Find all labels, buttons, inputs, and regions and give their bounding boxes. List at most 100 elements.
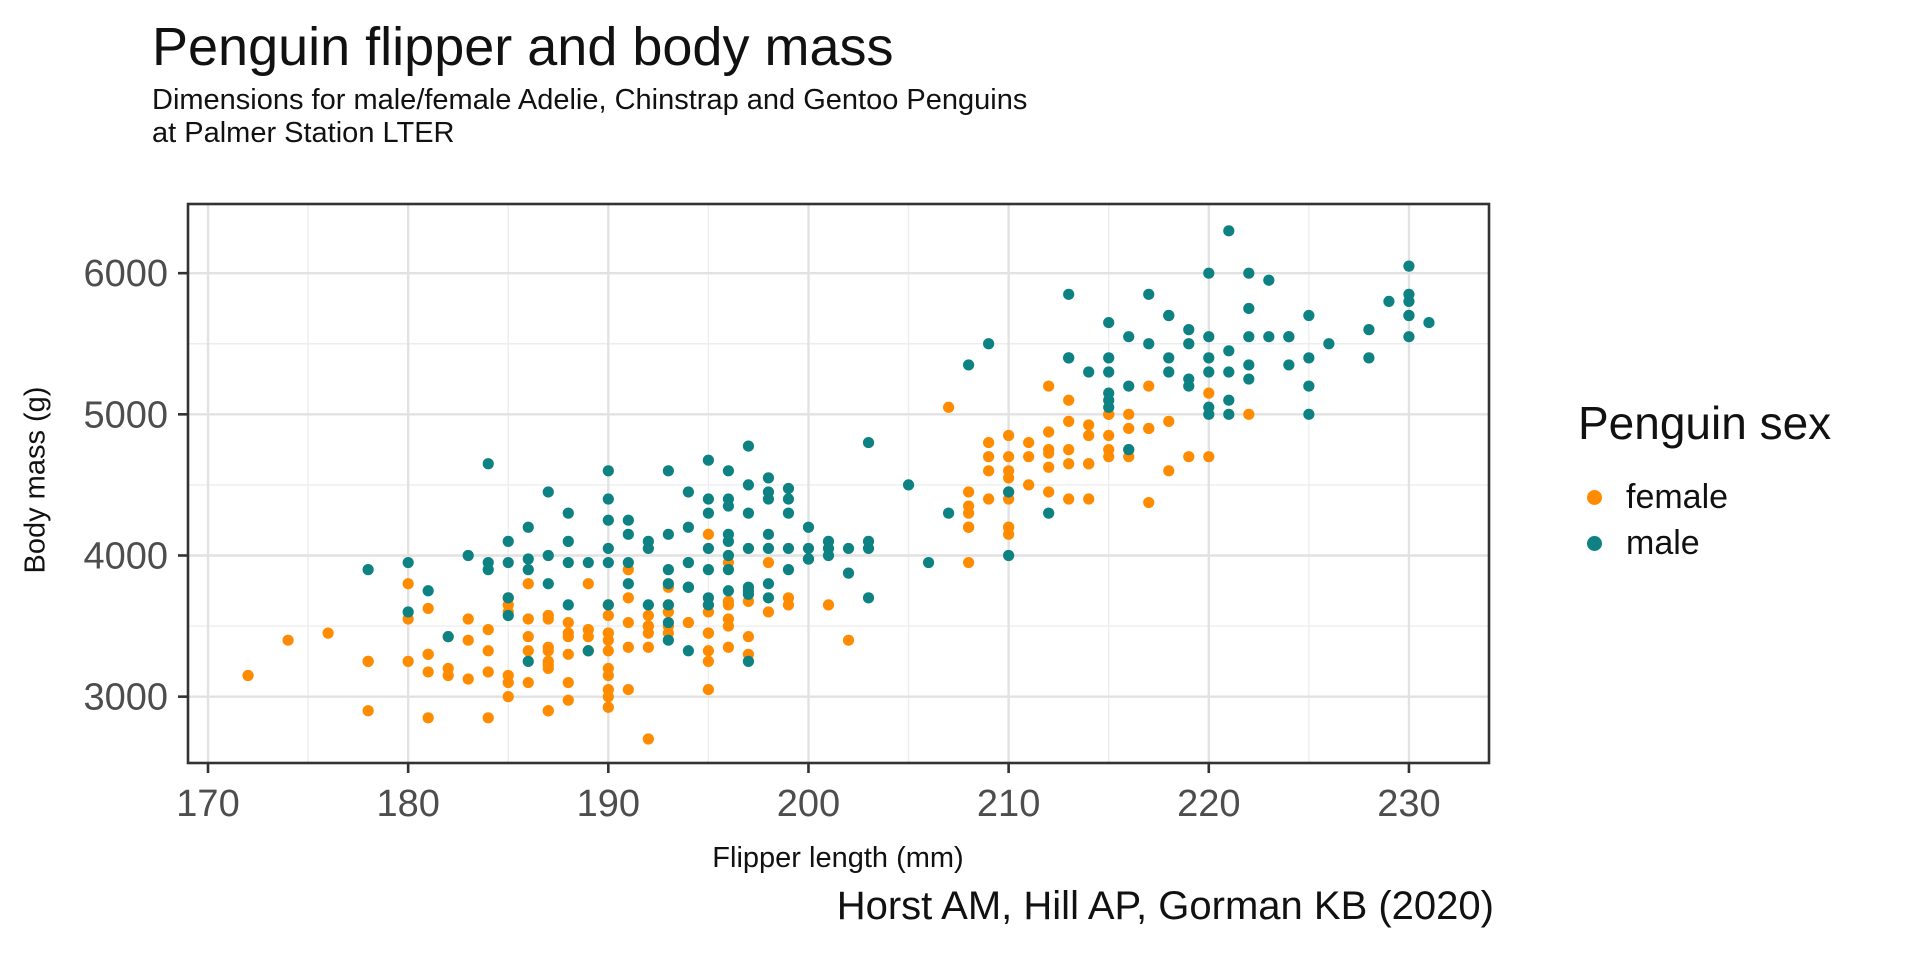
data-point-female xyxy=(502,669,514,682)
data-point-male xyxy=(862,436,875,449)
female-swatch-icon xyxy=(1587,489,1602,505)
data-point-male xyxy=(1303,309,1315,322)
panel-border xyxy=(186,202,1491,765)
data-point-female xyxy=(602,634,614,646)
data-point-female xyxy=(1123,408,1135,420)
data-point-female xyxy=(682,616,694,629)
data-point-female xyxy=(402,655,414,667)
data-point-male xyxy=(1043,507,1055,519)
data-point-male xyxy=(522,655,534,667)
data-point-female xyxy=(542,705,554,717)
data-point-female xyxy=(702,627,715,639)
data-point-female xyxy=(462,613,474,625)
data-point-male xyxy=(1363,352,1375,364)
data-point-male xyxy=(1303,352,1315,364)
data-point-male xyxy=(1403,331,1415,343)
data-point-male xyxy=(762,592,775,604)
data-point-male xyxy=(862,592,875,604)
data-point-male xyxy=(762,472,775,484)
data-point-female xyxy=(242,669,254,682)
data-point-male xyxy=(622,578,634,590)
data-point-male xyxy=(422,585,434,597)
data-point-male xyxy=(1223,345,1235,357)
y-tick-label: 5000 xyxy=(83,394,168,436)
data-point-male xyxy=(1243,359,1255,371)
data-point-male xyxy=(782,564,795,576)
data-point-female xyxy=(1203,451,1215,463)
data-point-male xyxy=(1243,373,1255,385)
data-point-male xyxy=(802,542,815,555)
data-point-male xyxy=(1223,394,1235,406)
data-point-female xyxy=(1043,444,1055,456)
data-point-female xyxy=(1063,394,1075,406)
data-point-female xyxy=(482,712,494,724)
legend-item-female: female xyxy=(1578,474,1831,520)
data-point-male xyxy=(742,507,755,519)
data-point-female xyxy=(362,655,374,667)
data-point-female xyxy=(1243,408,1255,420)
data-point-female xyxy=(1063,458,1075,470)
data-point-female xyxy=(622,683,634,696)
data-point-male xyxy=(1203,366,1215,378)
data-point-male xyxy=(1003,486,1015,498)
data-point-female xyxy=(702,683,715,696)
data-point-male xyxy=(602,514,614,526)
data-point-male xyxy=(1123,380,1135,392)
data-point-male xyxy=(1263,331,1275,343)
data-point-female xyxy=(1083,458,1095,470)
data-point-female xyxy=(983,436,995,449)
data-point-male xyxy=(702,507,715,519)
data-point-male xyxy=(1283,331,1295,343)
male-swatch-icon xyxy=(1587,535,1602,551)
data-point-male xyxy=(862,535,875,547)
data-point-female xyxy=(1043,380,1055,392)
chart-caption: Horst AM, Hill AP, Gorman KB (2020) xyxy=(836,884,1494,928)
data-point-male xyxy=(662,564,674,576)
legend-item-label-female: female xyxy=(1626,477,1729,516)
data-point-male xyxy=(522,564,534,576)
y-tick-label: 4000 xyxy=(83,535,168,577)
data-point-female xyxy=(942,401,955,413)
data-point-female xyxy=(1083,419,1095,431)
data-point-male xyxy=(1203,267,1215,279)
data-point-male xyxy=(1243,331,1255,343)
chart-subtitle: Dimensions for male/female Adelie, Chins… xyxy=(152,84,1028,149)
data-point-male xyxy=(1103,366,1115,378)
data-point-male xyxy=(662,616,674,629)
data-point-male xyxy=(682,521,694,533)
data-point-male xyxy=(502,535,514,547)
x-tick-label: 230 xyxy=(1377,783,1440,825)
data-point-female xyxy=(1063,493,1075,505)
data-point-male xyxy=(1403,288,1415,300)
data-point-male xyxy=(782,542,795,555)
data-point-male xyxy=(1223,225,1235,237)
data-point-female xyxy=(582,624,594,636)
data-point-male xyxy=(702,542,715,555)
data-point-female xyxy=(562,694,574,706)
data-point-female xyxy=(602,645,614,657)
data-point-female xyxy=(762,606,775,618)
data-point-male xyxy=(942,507,955,519)
data-point-male xyxy=(722,500,735,512)
data-point-male xyxy=(1143,288,1155,300)
data-point-female xyxy=(422,666,434,678)
x-tick-label: 190 xyxy=(577,783,640,825)
data-point-male xyxy=(522,553,534,565)
data-point-male xyxy=(1103,394,1115,406)
data-point-male xyxy=(362,564,374,576)
data-point-male xyxy=(702,454,715,466)
data-point-male xyxy=(502,556,514,569)
data-point-male xyxy=(1203,352,1215,364)
data-point-female xyxy=(822,599,835,611)
data-point-female xyxy=(1003,465,1015,477)
data-point-male xyxy=(722,465,735,477)
data-point-male xyxy=(762,542,775,555)
data-point-male xyxy=(482,458,494,470)
y-tick-label: 3000 xyxy=(83,677,168,719)
legend-title: Penguin sex xyxy=(1578,397,1832,449)
data-point-female xyxy=(1083,429,1095,442)
data-point-female xyxy=(522,676,534,689)
legend: Penguin sex female male xyxy=(1578,396,1831,566)
data-point-male xyxy=(1143,338,1155,350)
data-point-female xyxy=(542,655,554,667)
